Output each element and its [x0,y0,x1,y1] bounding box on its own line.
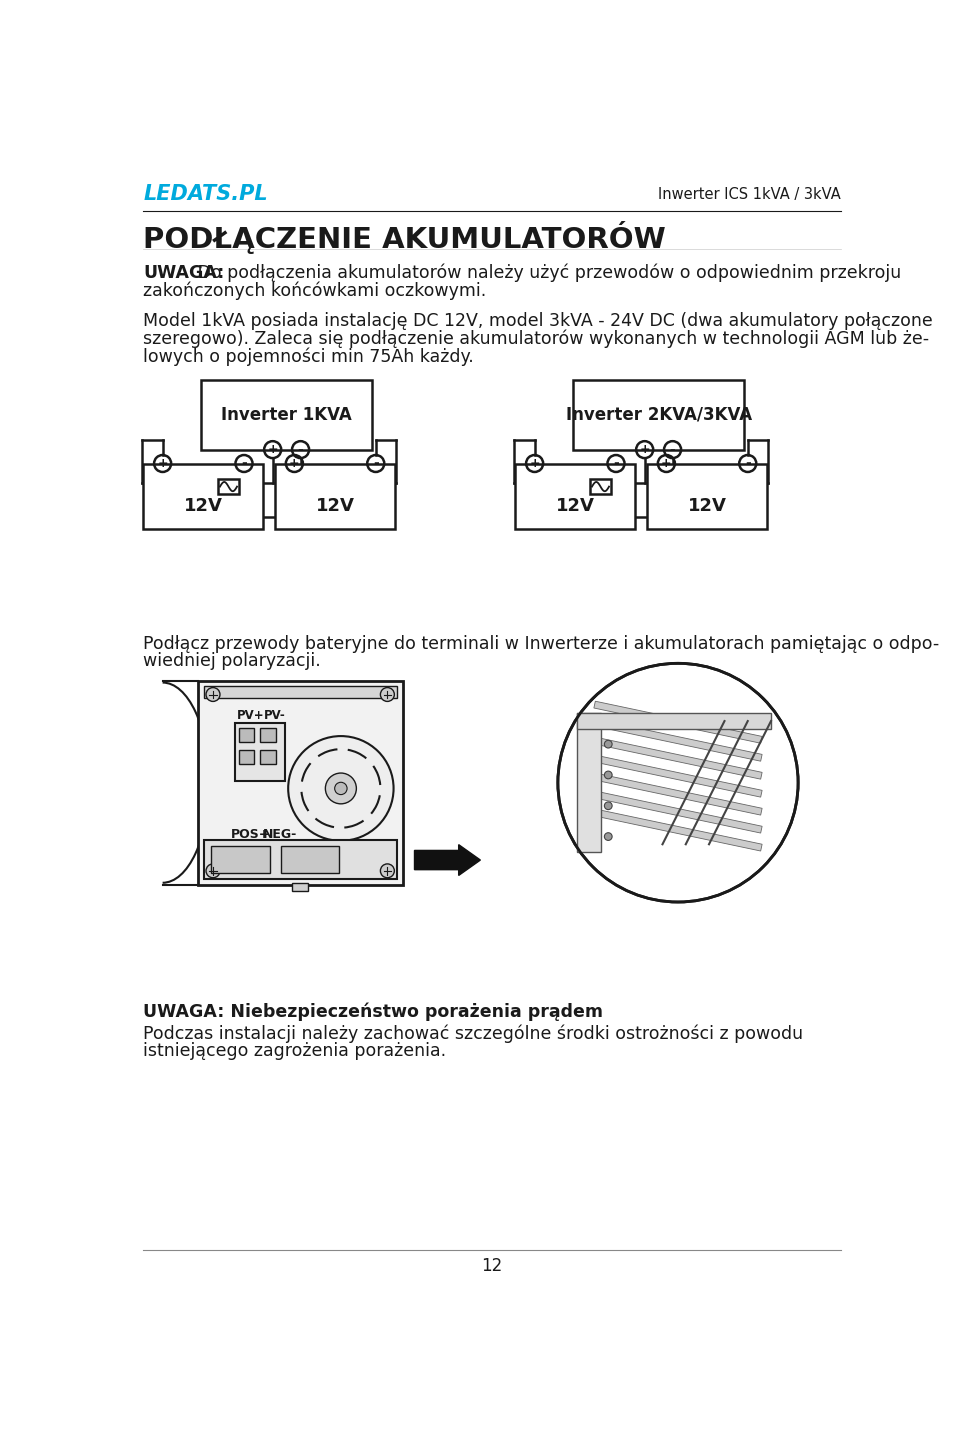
Text: Podczas instalacji należy zachować szczególne środki ostrożności z powodu: Podczas instalacji należy zachować szcze… [143,1025,804,1043]
Bar [204,685,396,697]
Bar [143,464,263,529]
Bar [594,809,762,851]
Text: lowych o pojemności min 75Ah każdy.: lowych o pojemności min 75Ah każdy. [143,348,474,366]
Text: istniejącego zagrożenia porażenia.: istniejącego zagrożenia porażenia. [143,1042,446,1061]
Text: +: + [157,457,168,470]
Text: UWAGA:: UWAGA: [143,263,225,282]
Bar [594,718,762,762]
Text: -: - [298,443,303,457]
Text: -: - [613,457,619,470]
Text: +: + [289,457,300,470]
Circle shape [605,832,612,841]
Text: 12V: 12V [316,497,354,514]
Text: wiedniej polaryzacji.: wiedniej polaryzacji. [143,652,321,671]
Bar [589,479,612,494]
Bar [281,846,339,874]
Bar [577,713,601,852]
Bar [292,884,307,891]
Text: +: + [529,457,540,470]
Circle shape [605,802,612,809]
Bar [573,381,744,450]
Text: 12V: 12V [556,497,595,514]
Bar [594,773,762,815]
Bar [594,701,762,743]
Text: szeregowo). Zaleca się podłączenie akumulatorów wykonanych w technologii AGM lub: szeregowo). Zaleca się podłączenie akumu… [143,329,929,348]
Text: -: - [745,457,751,470]
Text: -: - [241,457,247,470]
Text: 12: 12 [481,1257,503,1275]
Circle shape [380,864,395,878]
Text: +: + [639,443,650,456]
Text: -: - [670,443,676,457]
Bar [260,750,276,764]
Circle shape [206,864,220,878]
Bar [516,464,636,529]
Bar [234,723,285,780]
Bar [239,750,254,764]
Bar [577,713,771,729]
Text: Do podłączenia akumulatorów należy użyć przewodów o odpowiednim przekroju: Do podłączenia akumulatorów należy użyć … [192,263,901,282]
Bar [594,737,762,779]
Text: 12V: 12V [687,497,727,514]
Text: PODŁĄCZENIE AKUMULATORÓW: PODŁĄCZENIE AKUMULATORÓW [143,221,666,254]
Text: +: + [268,443,278,456]
Text: +: + [661,457,672,470]
Circle shape [380,687,395,701]
Text: zakończonych końcówkami oczkowymi.: zakończonych końcówkami oczkowymi. [143,282,487,299]
Text: Inwerter ICS 1kVA / 3kVA: Inwerter ICS 1kVA / 3kVA [658,187,841,201]
Text: 12V: 12V [184,497,223,514]
Circle shape [206,687,220,701]
Bar [202,381,372,450]
Text: POS+: POS+ [230,828,270,841]
Text: Inverter 1KVA: Inverter 1KVA [221,407,352,424]
Bar [198,681,403,885]
Bar [239,729,254,743]
Text: UWAGA: Niebezpieczeństwo porażenia prądem: UWAGA: Niebezpieczeństwo porażenia prąde… [143,1003,603,1022]
Circle shape [325,773,356,803]
Bar [204,841,396,878]
Text: Model 1kVA posiada instalację DC 12V, model 3kVA - 24V DC (dwa akumulatory połąc: Model 1kVA posiada instalację DC 12V, mo… [143,312,933,331]
Circle shape [605,772,612,779]
Bar [218,479,239,494]
Text: LEDATS.PL: LEDATS.PL [143,184,268,204]
Text: PV-: PV- [264,708,286,721]
Bar [647,464,767,529]
Bar [260,729,276,743]
Text: PV+: PV+ [236,708,264,721]
FancyArrow shape [415,845,480,875]
Circle shape [605,740,612,749]
Bar [594,790,762,833]
Circle shape [335,782,348,795]
Circle shape [558,664,798,902]
Circle shape [288,736,394,841]
Text: NEG-: NEG- [263,828,298,841]
Bar [211,846,270,874]
Text: -: - [372,457,378,470]
Bar [594,754,762,798]
Bar [275,464,396,529]
Text: Inverter 2KVA/3KVA: Inverter 2KVA/3KVA [565,407,752,424]
Text: Podłącz przewody bateryjne do terminali w Inwerterze i akumulatorach pamiętając : Podłącz przewody bateryjne do terminali … [143,635,940,652]
